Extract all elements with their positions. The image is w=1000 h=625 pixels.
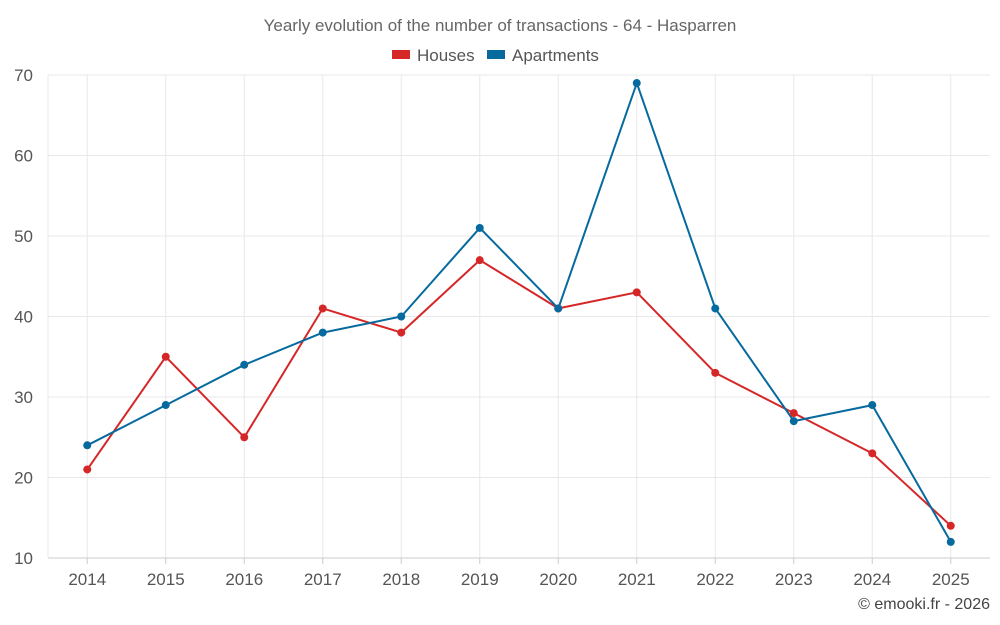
data-point-apartments[interactable] [632,79,641,88]
series-line-houses [86,259,952,527]
data-point-houses[interactable] [711,368,720,377]
data-point-apartments[interactable] [475,223,484,232]
y-tick-label: 70 [14,66,33,85]
data-point-houses[interactable] [868,449,877,458]
series [83,79,955,546]
data-point-apartments[interactable] [397,312,406,321]
series-line-apartments [86,82,952,543]
legend-item-houses[interactable]: Houses [392,46,475,65]
x-tick-label: 2020 [539,570,577,589]
x-tick-label: 2016 [225,570,263,589]
data-point-apartments[interactable] [711,304,720,313]
data-point-houses[interactable] [83,465,92,474]
y-tick-label: 20 [14,469,33,488]
data-point-houses[interactable] [632,288,641,297]
legend-swatch-houses [392,50,410,59]
legend-label-houses: Houses [417,46,475,65]
data-point-apartments[interactable] [868,401,877,410]
data-point-houses[interactable] [475,256,484,265]
data-point-houses[interactable] [161,352,170,361]
y-tick-label: 10 [14,549,33,568]
y-tick-label: 40 [14,308,33,327]
x-tick-label: 2024 [853,570,891,589]
axes: 10 20 30 40 50 60 70 2014 2015 2016 2017 2018 2019 20… [14,66,990,589]
x-tick-label: 2022 [696,570,734,589]
x-tick-label: 2015 [147,570,185,589]
y-tick-label: 60 [14,147,33,166]
data-point-apartments[interactable] [789,417,798,426]
data-point-apartments[interactable] [240,360,249,369]
legend-item-apartments[interactable]: Apartments [487,46,599,65]
data-point-houses[interactable] [789,409,798,418]
data-point-apartments[interactable] [83,441,92,450]
data-point-apartments[interactable] [318,328,327,337]
x-tick-label: 2017 [304,570,342,589]
data-point-apartments[interactable] [554,304,563,313]
y-tick-label: 50 [14,227,33,246]
gridlines [48,74,990,558]
x-tick-label: 2023 [775,570,813,589]
x-tick-label: 2025 [932,570,970,589]
data-point-houses[interactable] [397,328,406,337]
y-tick-label: 30 [14,388,33,407]
x-tick-label: 2018 [382,570,420,589]
data-point-houses[interactable] [318,304,327,313]
chart-title: Yearly evolution of the number of transa… [264,16,737,35]
legend-label-apartments: Apartments [512,46,599,65]
data-point-houses[interactable] [240,433,249,442]
x-tick-label: 2021 [618,570,656,589]
data-point-houses[interactable] [946,521,955,530]
legend-swatch-apartments [487,50,505,59]
data-point-apartments[interactable] [946,537,955,546]
data-point-apartments[interactable] [161,401,170,410]
x-tick-label: 2019 [461,570,499,589]
legend: Houses Apartments [392,46,599,65]
x-tick-label: 2014 [68,570,106,589]
credit-text: © emooki.fr - 2026 [858,596,990,613]
